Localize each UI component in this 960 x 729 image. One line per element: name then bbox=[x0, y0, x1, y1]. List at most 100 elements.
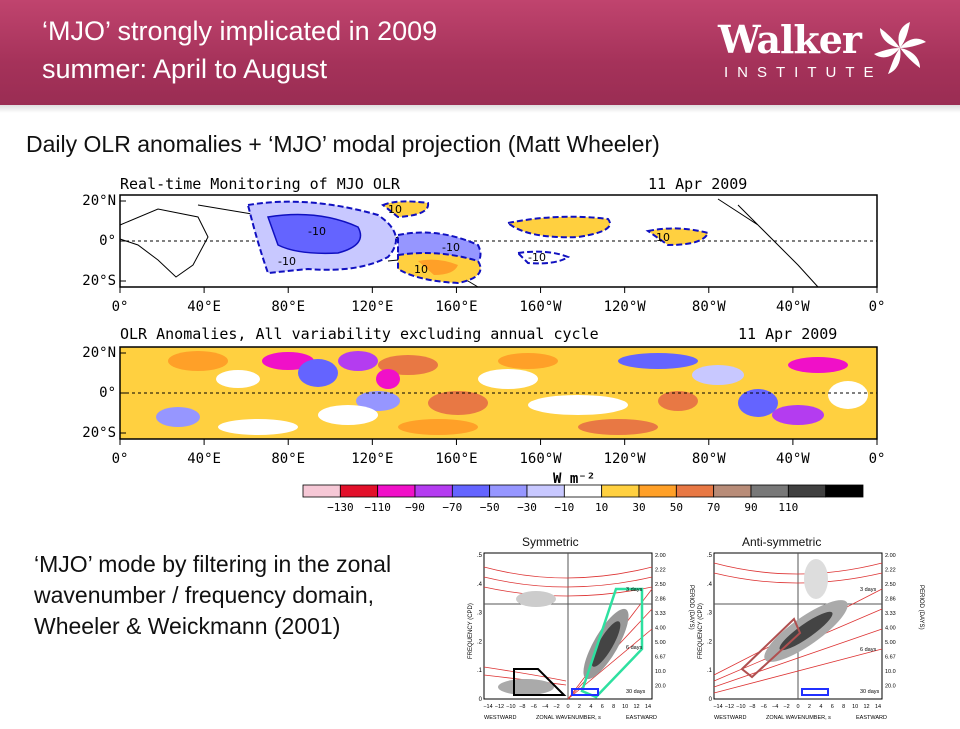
sym-y-ticks: .5 .4 .3 .2 .1 0 bbox=[477, 553, 483, 703]
anti-y-axis-label: FREQUENCY (CPD) bbox=[698, 603, 704, 659]
anomaly-patch bbox=[168, 351, 228, 371]
anti-x-tick: −12 bbox=[725, 704, 734, 710]
bottom-lon-label: 160°E bbox=[435, 451, 477, 467]
positive-anomaly-east-pacific bbox=[645, 227, 710, 247]
logo-subtitle: INSTITUTE bbox=[724, 64, 883, 81]
top-lon-label: 80°W bbox=[692, 299, 726, 315]
anomaly-patch bbox=[298, 359, 338, 387]
anti-y-tick: .3 bbox=[707, 611, 713, 617]
spectrum-antisymmetric-plot: .5 .4 .3 .2 .1 0 2.00 2.22 2.50 2.86 3.33 4.00 5.00… bbox=[698, 552, 924, 721]
contour-label-3: 10 bbox=[388, 203, 402, 216]
sym-x-tick: 14 bbox=[645, 704, 651, 710]
sym-x-tick: 8 bbox=[612, 704, 615, 710]
top-lon-label: 40°E bbox=[187, 299, 221, 315]
colorbar-label: −10 bbox=[554, 501, 574, 512]
anti-y-tick: .2 bbox=[707, 639, 713, 645]
top-lon-label: 120°W bbox=[604, 299, 647, 315]
anti-y-ticks: .5 .4 .3 .2 .1 0 bbox=[707, 553, 713, 703]
anomaly-patch bbox=[498, 353, 558, 369]
bottom-lat-labels: 20°N 0° 20°S bbox=[82, 345, 126, 441]
sym-x-tick: −10 bbox=[506, 704, 515, 710]
anti-period-tick: 3.33 bbox=[885, 611, 896, 617]
anti-period-tick: 2.22 bbox=[885, 568, 896, 574]
sym-x-tick: 2 bbox=[578, 704, 581, 710]
anomaly-patch bbox=[772, 405, 824, 425]
sym-x-ticks: −14 −12 −10 −8 −6 −4 −2 0 2 4 6 8 10 12 14 bbox=[483, 704, 651, 710]
bottom-lon-labels: 0° 40°E 80°E 120°E 160°E 160°W 120°W 80°W 40°W 0° bbox=[112, 439, 884, 467]
anomaly-patch bbox=[218, 419, 298, 435]
contour-label-1: -10 bbox=[278, 255, 296, 268]
contour-label-5: 10 bbox=[414, 263, 428, 276]
anti-period-label: PERIOD (DAYS) bbox=[918, 585, 924, 630]
colorbar-label: −90 bbox=[405, 501, 425, 512]
anomaly-patch bbox=[130, 357, 166, 373]
sym-day-6: 6 days bbox=[626, 645, 642, 651]
sym-y-tick: .4 bbox=[477, 582, 483, 588]
colorbar-swatch bbox=[526, 484, 565, 498]
anomaly-patch bbox=[788, 357, 848, 373]
top-lat-labels: 20°N 0° 20°S bbox=[82, 193, 126, 289]
contour-label-2: -10 bbox=[308, 225, 326, 238]
anti-y-tick: 0 bbox=[709, 697, 713, 703]
sym-x-label: ZONAL WAVENUMBER, s bbox=[536, 715, 601, 721]
sym-x-tick: 12 bbox=[634, 704, 640, 710]
anomaly-patch bbox=[738, 389, 778, 417]
anti-period-tick: 5.00 bbox=[885, 640, 896, 646]
top-lon-label: 160°W bbox=[519, 299, 562, 315]
anomaly-patch bbox=[216, 370, 260, 388]
sym-x-tick: 10 bbox=[622, 704, 628, 710]
anti-period-tick: 2.50 bbox=[885, 582, 896, 588]
anti-day-6: 6 days bbox=[860, 647, 876, 653]
anti-x-tick: −6 bbox=[761, 704, 767, 710]
anti-period-tick: 4.00 bbox=[885, 626, 896, 632]
bottom-lon-label: 120°E bbox=[351, 451, 393, 467]
top-map-date: 11 Apr 2009 bbox=[648, 175, 747, 193]
anti-period-tick: 2.86 bbox=[885, 597, 896, 603]
americas-outline bbox=[717, 198, 819, 288]
colorbar-swatch bbox=[563, 484, 603, 498]
colorbar-swatch bbox=[489, 484, 528, 498]
top-lon-label: 0° bbox=[112, 299, 129, 315]
description-text: ‘MJO’ mode by filtering in the zonal wav… bbox=[34, 551, 392, 639]
sym-x-tick: 6 bbox=[601, 704, 604, 710]
anomaly-patches bbox=[130, 351, 868, 435]
top-lon-label: 160°E bbox=[435, 299, 477, 315]
anti-westward: WESTWARD bbox=[714, 715, 747, 721]
logo-word: Walker bbox=[718, 17, 862, 62]
sym-period-tick: 6.67 bbox=[655, 655, 666, 661]
sym-day-3: 3 days bbox=[626, 587, 642, 593]
er-filter-box bbox=[513, 668, 567, 696]
sym-period-ticks: 2.00 2.22 2.50 2.86 3.33 4.00 5.00 6.67 10.0 20.0 bbox=[655, 553, 666, 690]
colorbar-swatch bbox=[339, 484, 379, 498]
bottom-lon-label: 40°E bbox=[187, 451, 221, 467]
colorbar-swatch bbox=[601, 484, 640, 498]
colorbar-label: 50 bbox=[670, 501, 683, 512]
colorbar-label: 110 bbox=[778, 501, 798, 512]
colorbar-swatch bbox=[675, 484, 715, 498]
sym-x-tick: 0 bbox=[566, 704, 569, 710]
sym-period-tick: 3.33 bbox=[655, 611, 666, 617]
bottom-lon-label: 80°W bbox=[692, 451, 726, 467]
bottom-map-title: OLR Anomalies, All variability excluding… bbox=[120, 325, 599, 343]
top-lon-label: 40°W bbox=[776, 299, 810, 315]
negative-contour-small bbox=[515, 250, 571, 265]
sym-y-tick: .2 bbox=[477, 639, 483, 645]
sym-period-tick: 10.0 bbox=[655, 669, 666, 675]
anti-x-tick: 12 bbox=[864, 704, 870, 710]
anomaly-patch bbox=[338, 351, 378, 371]
anomaly-patch bbox=[828, 381, 868, 409]
sym-y-tick: .3 bbox=[477, 611, 483, 617]
anti-y-tick: .1 bbox=[707, 668, 713, 674]
colorbar-label: 10 bbox=[595, 501, 608, 512]
header-shadow bbox=[0, 105, 960, 113]
anomaly-patch bbox=[578, 419, 658, 435]
olr-anomaly-map: OLR Anomalies, All variability excluding… bbox=[82, 325, 884, 487]
mrg-filter-box bbox=[740, 617, 802, 679]
anomaly-patch bbox=[528, 395, 628, 415]
colorbar-label: −30 bbox=[517, 501, 537, 512]
colorbar-swatch bbox=[750, 484, 789, 498]
anti-x-tick: 2 bbox=[808, 704, 811, 710]
sym-x-tick: −12 bbox=[495, 704, 504, 710]
positive-anomaly-central-pacific bbox=[505, 215, 611, 239]
bottom-lat-label: 0° bbox=[99, 385, 116, 401]
